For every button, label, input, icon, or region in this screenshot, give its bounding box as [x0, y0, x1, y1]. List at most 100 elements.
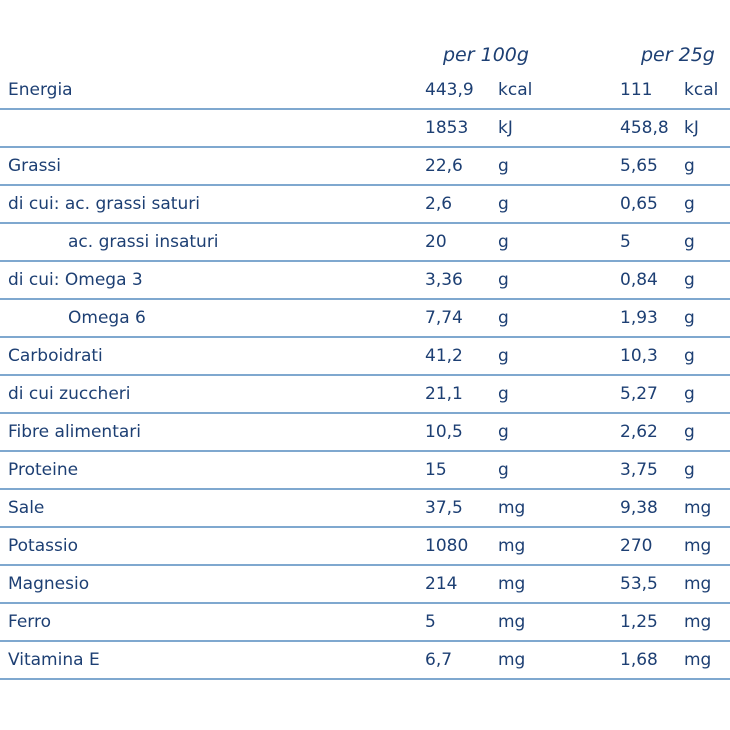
value-per-100g: 15 — [425, 460, 447, 480]
unit-per-25g: g — [684, 422, 695, 442]
unit-per-25g: mg — [684, 612, 712, 632]
nutrient-label: Vitamina E — [8, 650, 100, 670]
unit-per-100g: kcal — [498, 80, 533, 100]
nutrient-label: di cui: ac. grassi saturi — [8, 194, 200, 214]
unit-per-25g: kcal — [684, 80, 719, 100]
nutrient-label: Proteine — [8, 460, 79, 480]
nutrient-label: ac. grassi insaturi — [68, 232, 219, 252]
value-per-25g: 10,3 — [620, 346, 658, 366]
unit-per-100g: mg — [498, 574, 526, 594]
unit-per-25g: mg — [684, 650, 712, 670]
unit-per-25g: g — [684, 460, 695, 480]
nutrient-label: Potassio — [8, 536, 78, 556]
per-25g-header: per 25g — [641, 44, 715, 66]
table-row: Grassi 22,6 g 5,65 g — [0, 148, 730, 186]
nutrient-label: Sale — [8, 498, 45, 518]
table-row: Omega 6 7,74 g 1,93 g — [0, 300, 730, 338]
unit-per-100g: g — [498, 308, 509, 328]
value-per-100g: 3,36 — [425, 270, 463, 290]
value-per-25g: 1,68 — [620, 650, 658, 670]
table-row: Potassio 1080 mg 270 mg — [0, 528, 730, 566]
unit-per-100g: g — [498, 460, 509, 480]
value-per-100g: 20 — [425, 232, 447, 252]
unit-per-100g: g — [498, 346, 509, 366]
table-row: Sale 37,5 mg 9,38 mg — [0, 490, 730, 528]
nutrition-table: Energia 443,9 kcal 111 kcal 1853 kJ 458,8 kJ Gras… — [0, 72, 730, 680]
nutrient-label: Magnesio — [8, 574, 90, 594]
value-per-25g: 5,65 — [620, 156, 658, 176]
value-per-25g: 458,8 — [620, 118, 669, 138]
value-per-100g: 21,1 — [425, 384, 463, 404]
value-per-25g: 2,62 — [620, 422, 658, 442]
table-row: di cui zuccheri 21,1 g 5,27 g — [0, 376, 730, 414]
value-per-25g: 5,27 — [620, 384, 658, 404]
table-row: Carboidrati 41,2 g 10,3 g — [0, 338, 730, 376]
value-per-25g: 53,5 — [620, 574, 658, 594]
value-per-25g: 5 — [620, 232, 631, 252]
table-row: Vitamina E 6,7 mg 1,68 mg — [0, 642, 730, 680]
unit-per-100g: g — [498, 232, 509, 252]
unit-per-100g: mg — [498, 536, 526, 556]
table-row: Fibre alimentari 10,5 g 2,62 g — [0, 414, 730, 452]
value-per-25g: 0,84 — [620, 270, 658, 290]
unit-per-25g: g — [684, 232, 695, 252]
unit-per-25g: g — [684, 156, 695, 176]
value-per-100g: 443,9 — [425, 80, 474, 100]
table-row: ac. grassi insaturi 20 g 5 g — [0, 224, 730, 262]
unit-per-25g: g — [684, 384, 695, 404]
nutrient-label: Ferro — [8, 612, 52, 632]
value-per-100g: 2,6 — [425, 194, 453, 214]
nutrient-label: Omega 6 — [68, 308, 146, 328]
value-per-100g: 22,6 — [425, 156, 463, 176]
unit-per-25g: mg — [684, 498, 712, 518]
value-per-25g: 1,25 — [620, 612, 658, 632]
value-per-100g: 214 — [425, 574, 458, 594]
nutrient-label: Grassi — [8, 156, 62, 176]
unit-per-100g: g — [498, 422, 509, 442]
value-per-100g: 1853 — [425, 118, 469, 138]
value-per-100g: 1080 — [425, 536, 469, 556]
nutrient-label: Carboidrati — [8, 346, 103, 366]
table-row: di cui: ac. grassi saturi 2,6 g 0,65 g — [0, 186, 730, 224]
value-per-100g: 6,7 — [425, 650, 453, 670]
unit-per-25g: g — [684, 194, 695, 214]
nutrient-label: Fibre alimentari — [8, 422, 141, 442]
table-row: Proteine 15 g 3,75 g — [0, 452, 730, 490]
value-per-100g: 37,5 — [425, 498, 463, 518]
table-row: 1853 kJ 458,8 kJ — [0, 110, 730, 148]
per-100g-header: per 100g — [443, 44, 529, 66]
value-per-25g: 111 — [620, 80, 653, 100]
value-per-25g: 3,75 — [620, 460, 658, 480]
unit-per-100g: mg — [498, 498, 526, 518]
value-per-25g: 0,65 — [620, 194, 658, 214]
value-per-100g: 10,5 — [425, 422, 463, 442]
nutrient-label: Energia — [8, 80, 73, 100]
unit-per-100g: kJ — [498, 118, 513, 138]
table-row: di cui: Omega 3 3,36 g 0,84 g — [0, 262, 730, 300]
value-per-100g: 5 — [425, 612, 436, 632]
unit-per-100g: g — [498, 270, 509, 290]
nutrient-label: di cui: Omega 3 — [8, 270, 143, 290]
unit-per-100g: mg — [498, 650, 526, 670]
value-per-25g: 270 — [620, 536, 653, 556]
table-row: Magnesio 214 mg 53,5 mg — [0, 566, 730, 604]
value-per-100g: 7,74 — [425, 308, 463, 328]
unit-per-100g: mg — [498, 612, 526, 632]
value-per-25g: 9,38 — [620, 498, 658, 518]
unit-per-25g: kJ — [684, 118, 699, 138]
table-row: Ferro 5 mg 1,25 mg — [0, 604, 730, 642]
value-per-25g: 1,93 — [620, 308, 658, 328]
unit-per-100g: g — [498, 156, 509, 176]
nutrient-label: di cui zuccheri — [8, 384, 131, 404]
unit-per-25g: mg — [684, 536, 712, 556]
value-per-100g: 41,2 — [425, 346, 463, 366]
unit-per-100g: g — [498, 194, 509, 214]
table-row: Energia 443,9 kcal 111 kcal — [0, 72, 730, 110]
unit-per-100g: g — [498, 384, 509, 404]
column-header: per 100g per 25g — [0, 44, 730, 72]
unit-per-25g: g — [684, 346, 695, 366]
unit-per-25g: g — [684, 270, 695, 290]
unit-per-25g: mg — [684, 574, 712, 594]
unit-per-25g: g — [684, 308, 695, 328]
